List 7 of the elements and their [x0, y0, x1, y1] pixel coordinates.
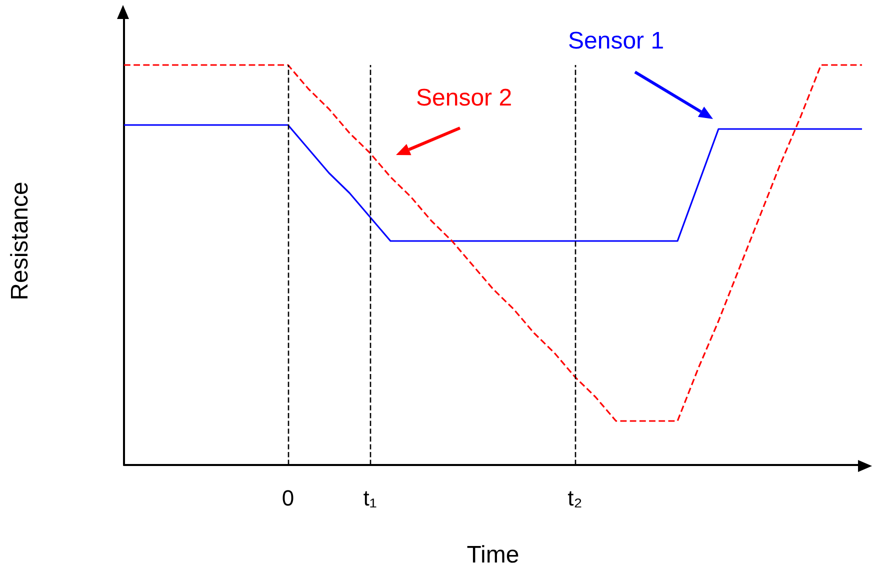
text: Sensor 1 [568, 28, 664, 54]
x-tick-label: t₁ [363, 486, 377, 510]
x-tick-label: t₂ [568, 486, 582, 510]
x-axis-title: Time [466, 542, 520, 568]
text: Sensor 2 [416, 84, 512, 112]
x-tick-label: 0 [282, 486, 294, 510]
y-axis-title: Resistance [6, 182, 34, 300]
